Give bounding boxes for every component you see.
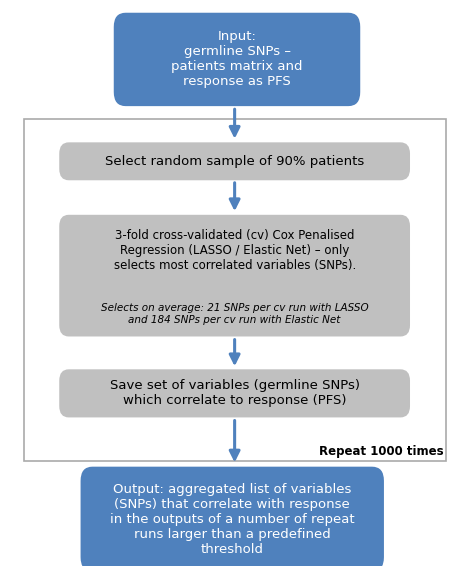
FancyBboxPatch shape (59, 143, 410, 180)
FancyBboxPatch shape (59, 215, 410, 336)
Text: Select random sample of 90% patients: Select random sample of 90% patients (105, 155, 364, 168)
Text: Output: aggregated list of variables
(SNPs) that correlate with response
in the : Output: aggregated list of variables (SN… (110, 483, 355, 555)
FancyBboxPatch shape (114, 13, 360, 106)
FancyBboxPatch shape (81, 466, 384, 566)
Text: Save set of variables (germline SNPs)
which correlate to response (PFS): Save set of variables (germline SNPs) wh… (109, 379, 360, 408)
Text: 3-fold cross-validated (cv) Cox Penalised
Regression (LASSO / Elastic Net) – onl: 3-fold cross-validated (cv) Cox Penalise… (113, 229, 356, 272)
FancyBboxPatch shape (59, 369, 410, 418)
Text: Repeat 1000 times: Repeat 1000 times (319, 445, 443, 458)
Text: Selects on average: 21 SNPs per cv run with LASSO
and 184 SNPs per cv run with E: Selects on average: 21 SNPs per cv run w… (101, 303, 368, 325)
Text: Input:
germline SNPs –
patients matrix and
response as PFS: Input: germline SNPs – patients matrix a… (171, 31, 303, 88)
